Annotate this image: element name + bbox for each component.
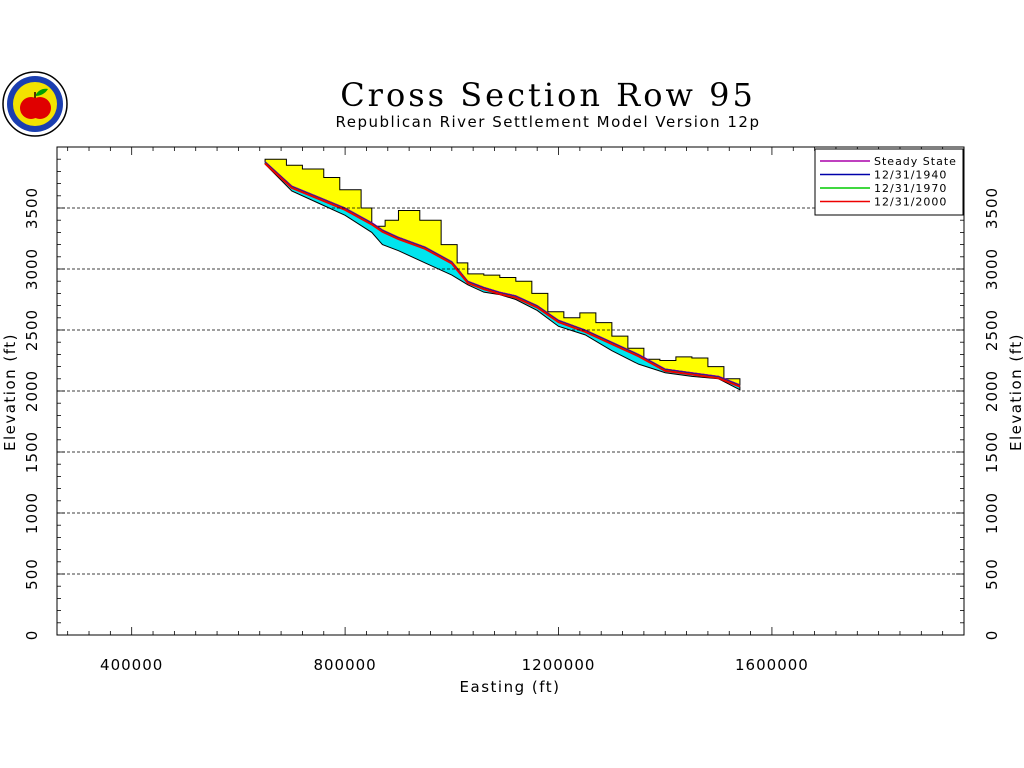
- x-tick-label-1: 800000: [313, 656, 376, 674]
- legend-label-3: 12/31/2000: [874, 196, 947, 209]
- x-tick-label-3: 1600000: [735, 656, 809, 674]
- legend-label-0: Steady State: [874, 155, 957, 168]
- axes: 0 0 500 500 1000 1000 1500 1500 2000 2000 2500 2500…: [23, 146, 1001, 674]
- plot-area: [264, 158, 741, 391]
- y-tick-label-left-4: 2000: [23, 370, 41, 412]
- y-tick-label-left-6: 3000: [23, 248, 41, 290]
- legend-label-1: 12/31/1940: [874, 169, 947, 182]
- series-line-3: [264, 162, 741, 388]
- y-tick-label-right-4: 2000: [983, 370, 1001, 412]
- y-tick-label-left-5: 2500: [23, 309, 41, 351]
- y-tick-label-right-3: 1500: [983, 431, 1001, 473]
- y-tick-label-left-1: 500: [23, 558, 41, 590]
- y-tick-label-left-2: 1000: [23, 492, 41, 534]
- y-tick-label-left-3: 1500: [23, 431, 41, 473]
- y-tick-label-right-5: 2500: [983, 309, 1001, 351]
- y-tick-label-right-1: 500: [983, 558, 1001, 590]
- y-tick-label-left-7: 3500: [23, 187, 41, 229]
- y-tick-label-right-7: 3500: [983, 187, 1001, 229]
- legend-box: [814, 148, 964, 216]
- chart-title: Cross Section Row 95: [340, 76, 756, 114]
- y-tick-label-left-0: 0: [23, 630, 41, 641]
- x-axis-label: Easting (ft): [460, 678, 561, 696]
- legend: Steady State12/31/194012/31/197012/31/20…: [814, 148, 964, 216]
- y-tick-label-right-2: 1000: [983, 492, 1001, 534]
- unsaturated-zone-fill: [264, 158, 741, 386]
- legend-label-2: 12/31/1970: [874, 182, 947, 195]
- chart-subtitle: Republican River Settlement Model Versio…: [336, 113, 761, 131]
- y-tick-label-right-6: 3000: [983, 248, 1001, 290]
- y-axis-label-right: Elevation (ft): [1007, 333, 1024, 451]
- agency-seal-logo: [2, 71, 68, 137]
- y-tick-label-right-0: 0: [983, 630, 1001, 641]
- x-tick-label-2: 1200000: [522, 656, 596, 674]
- x-tick-label-0: 400000: [100, 656, 163, 674]
- y-axis-label-left: Elevation (ft): [1, 333, 19, 451]
- grid-lines: [57, 207, 964, 575]
